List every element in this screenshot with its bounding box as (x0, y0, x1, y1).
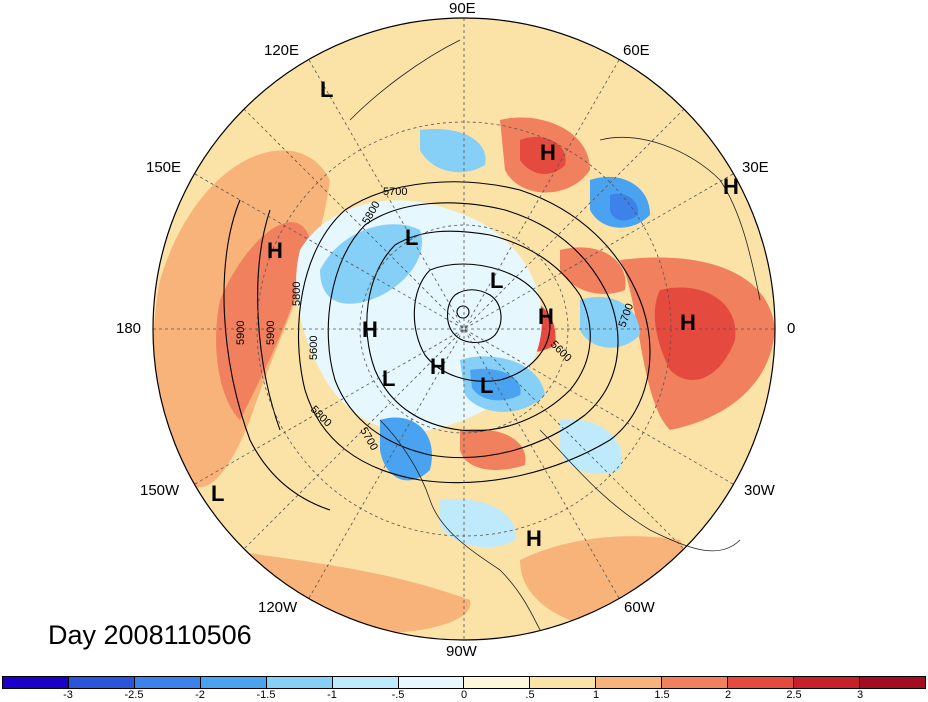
lon-label-120e: 120E (264, 42, 300, 59)
colorbar-segment (596, 677, 663, 688)
map-border (152, 17, 776, 641)
colorbar-tick-label: -2 (195, 689, 205, 701)
lon-label-30w: 30W (744, 482, 775, 499)
pressure-center: H (540, 140, 556, 165)
pressure-center: L (382, 366, 395, 391)
pressure-center: L (320, 77, 333, 102)
lon-label-30e: 30E (742, 159, 769, 176)
height-contours (223, 181, 651, 511)
colorbar-tick-label: -3 (63, 689, 73, 701)
colorbar-segment (134, 677, 201, 688)
colorbar-segment (3, 677, 69, 688)
graticule (153, 18, 775, 640)
colorbar-segment (68, 677, 135, 688)
lon-label-120w: 120W (258, 599, 298, 616)
colorbar-tick-label: -.5 (391, 689, 405, 701)
colorbar-tick-label: 0 (460, 689, 468, 701)
colorbar-tick-label: 2 (724, 689, 732, 701)
pressure-center: H (538, 304, 554, 329)
lon-label-180: 180 (116, 320, 142, 337)
colorbar-tick-label: 3 (856, 689, 864, 701)
coastlines (349, 39, 761, 631)
contour-label: 5900 (265, 321, 277, 345)
pressure-center: L (490, 268, 503, 293)
lon-label-60e: 60E (623, 42, 650, 59)
colorbar-tick-label: -2.5 (124, 689, 144, 701)
lon-label-150w: 150W (140, 482, 180, 499)
contour-label: 5700 (383, 186, 407, 198)
lon-label-90w: 90W (446, 643, 477, 660)
lon-label-0: 0 (787, 320, 796, 337)
colorbar-segment (530, 677, 597, 688)
colorbar-tick-label: .5 (525, 689, 535, 701)
colorbar-ticks: -3 -2.5 -2 -1.5 -1 -.5 0 .5 1 1.5 2 2.5 3 (2, 689, 926, 702)
colorbar-tick-label: -1.5 (256, 689, 276, 701)
colorbar-segment (728, 677, 795, 688)
colorbar-segment (464, 677, 531, 688)
colorbar-segment (794, 677, 860, 688)
colorbar-segment (398, 677, 465, 688)
lon-label-90e: 90E (449, 0, 476, 17)
colorbar-tick-label: 1 (592, 689, 600, 701)
pressure-center: H (362, 317, 378, 342)
colorbar-segment (200, 677, 267, 688)
colorbar-tick-label: 2.5 (786, 689, 802, 701)
pressure-labels: L H H H H L L H L H H L H H L H (211, 77, 739, 551)
pressure-center: L (211, 481, 224, 506)
colorbar-segment (266, 677, 333, 688)
contour-label: 5800 (291, 282, 303, 306)
contour-label: 5900 (235, 321, 247, 345)
pressure-center: L (405, 225, 418, 250)
colorbar-segment (662, 677, 729, 688)
pressure-center: H (526, 526, 542, 551)
lon-label-60w: 60W (624, 599, 655, 616)
pressure-center: L (480, 373, 493, 398)
colorbar-segment (859, 677, 925, 688)
colorbar (2, 676, 926, 689)
day-title: Day 2008110506 (48, 620, 252, 650)
contour-label: 5600 (308, 336, 320, 360)
lon-label-150e: 150E (146, 159, 182, 176)
pressure-center: H (430, 354, 446, 379)
colorbar-tick-label: -1 (327, 689, 337, 701)
colorbar-segment (332, 677, 399, 688)
pressure-center: H (267, 238, 283, 263)
pressure-center: H (723, 174, 739, 199)
colorbar-tick-label: 1.5 (654, 689, 670, 701)
pressure-center: H (680, 310, 696, 335)
